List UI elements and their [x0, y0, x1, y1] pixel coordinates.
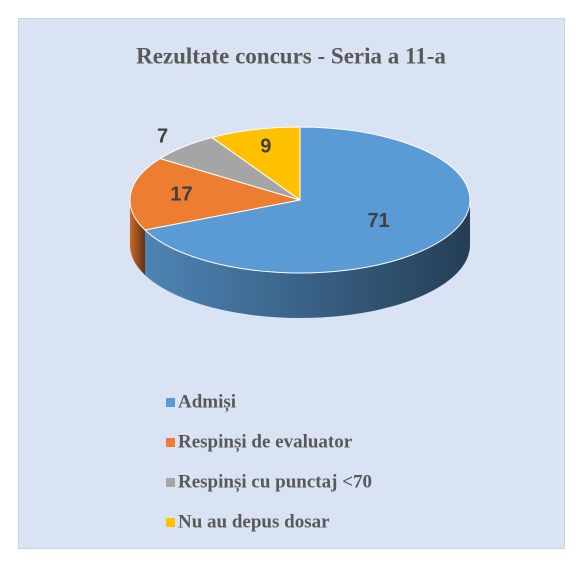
- legend-swatch: [166, 438, 175, 447]
- chart-title: Rezultate concurs - Seria a 11-a: [136, 43, 446, 68]
- slice: [129, 157, 301, 231]
- legend-label: Admiși: [178, 391, 236, 412]
- legend-swatch: [166, 478, 175, 487]
- legend-swatch: [166, 398, 175, 407]
- slice-side-shade: [144, 200, 471, 318]
- legend-label: Respinși de evaluator: [178, 431, 353, 452]
- slice: [210, 126, 301, 201]
- slice-side-shade: [130, 200, 145, 275]
- legend-label: Nu au depus dosar: [178, 511, 330, 532]
- slice: [143, 126, 471, 274]
- data-label: 71: [367, 210, 389, 232]
- data-label: 9: [260, 136, 271, 158]
- legend-label: Respinși cu punctaj <70: [178, 471, 372, 492]
- data-label: 7: [157, 126, 168, 148]
- data-label: 17: [170, 184, 192, 206]
- legend-swatch: [166, 518, 175, 527]
